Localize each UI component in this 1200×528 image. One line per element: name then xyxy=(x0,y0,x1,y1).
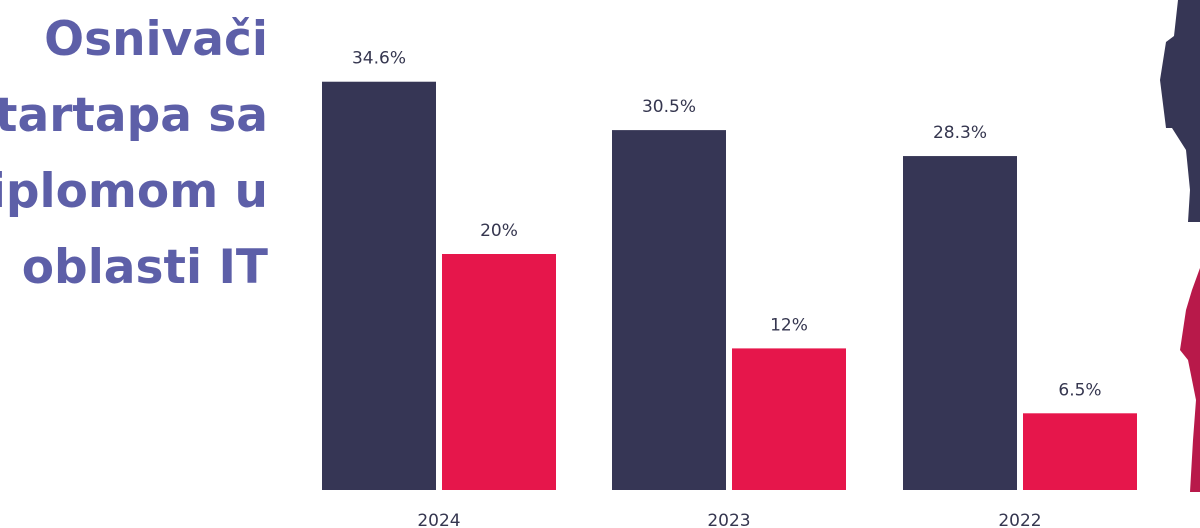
bar xyxy=(1023,413,1137,490)
bar xyxy=(322,81,436,490)
x-tick-label: 2024 xyxy=(417,511,460,528)
silhouettes xyxy=(1160,0,1200,492)
bar xyxy=(903,156,1017,490)
chart-title: oblasti IT xyxy=(22,240,268,295)
chart-title: tartapa sa xyxy=(0,88,268,143)
value-label: 28.3% xyxy=(933,123,987,143)
value-label: 12% xyxy=(770,315,808,335)
value-label: 34.6% xyxy=(352,49,406,69)
x-tick-label: 2022 xyxy=(998,511,1041,528)
value-label: 20% xyxy=(480,221,518,241)
x-tick-label: 2023 xyxy=(707,511,750,528)
chart-title: iplomom u xyxy=(0,164,268,219)
chart-title: Osnivači xyxy=(44,12,268,67)
value-label: 30.5% xyxy=(642,97,696,117)
bar xyxy=(612,130,726,490)
value-label: 6.5% xyxy=(1058,380,1101,400)
bar xyxy=(442,254,556,490)
bar xyxy=(732,348,846,490)
